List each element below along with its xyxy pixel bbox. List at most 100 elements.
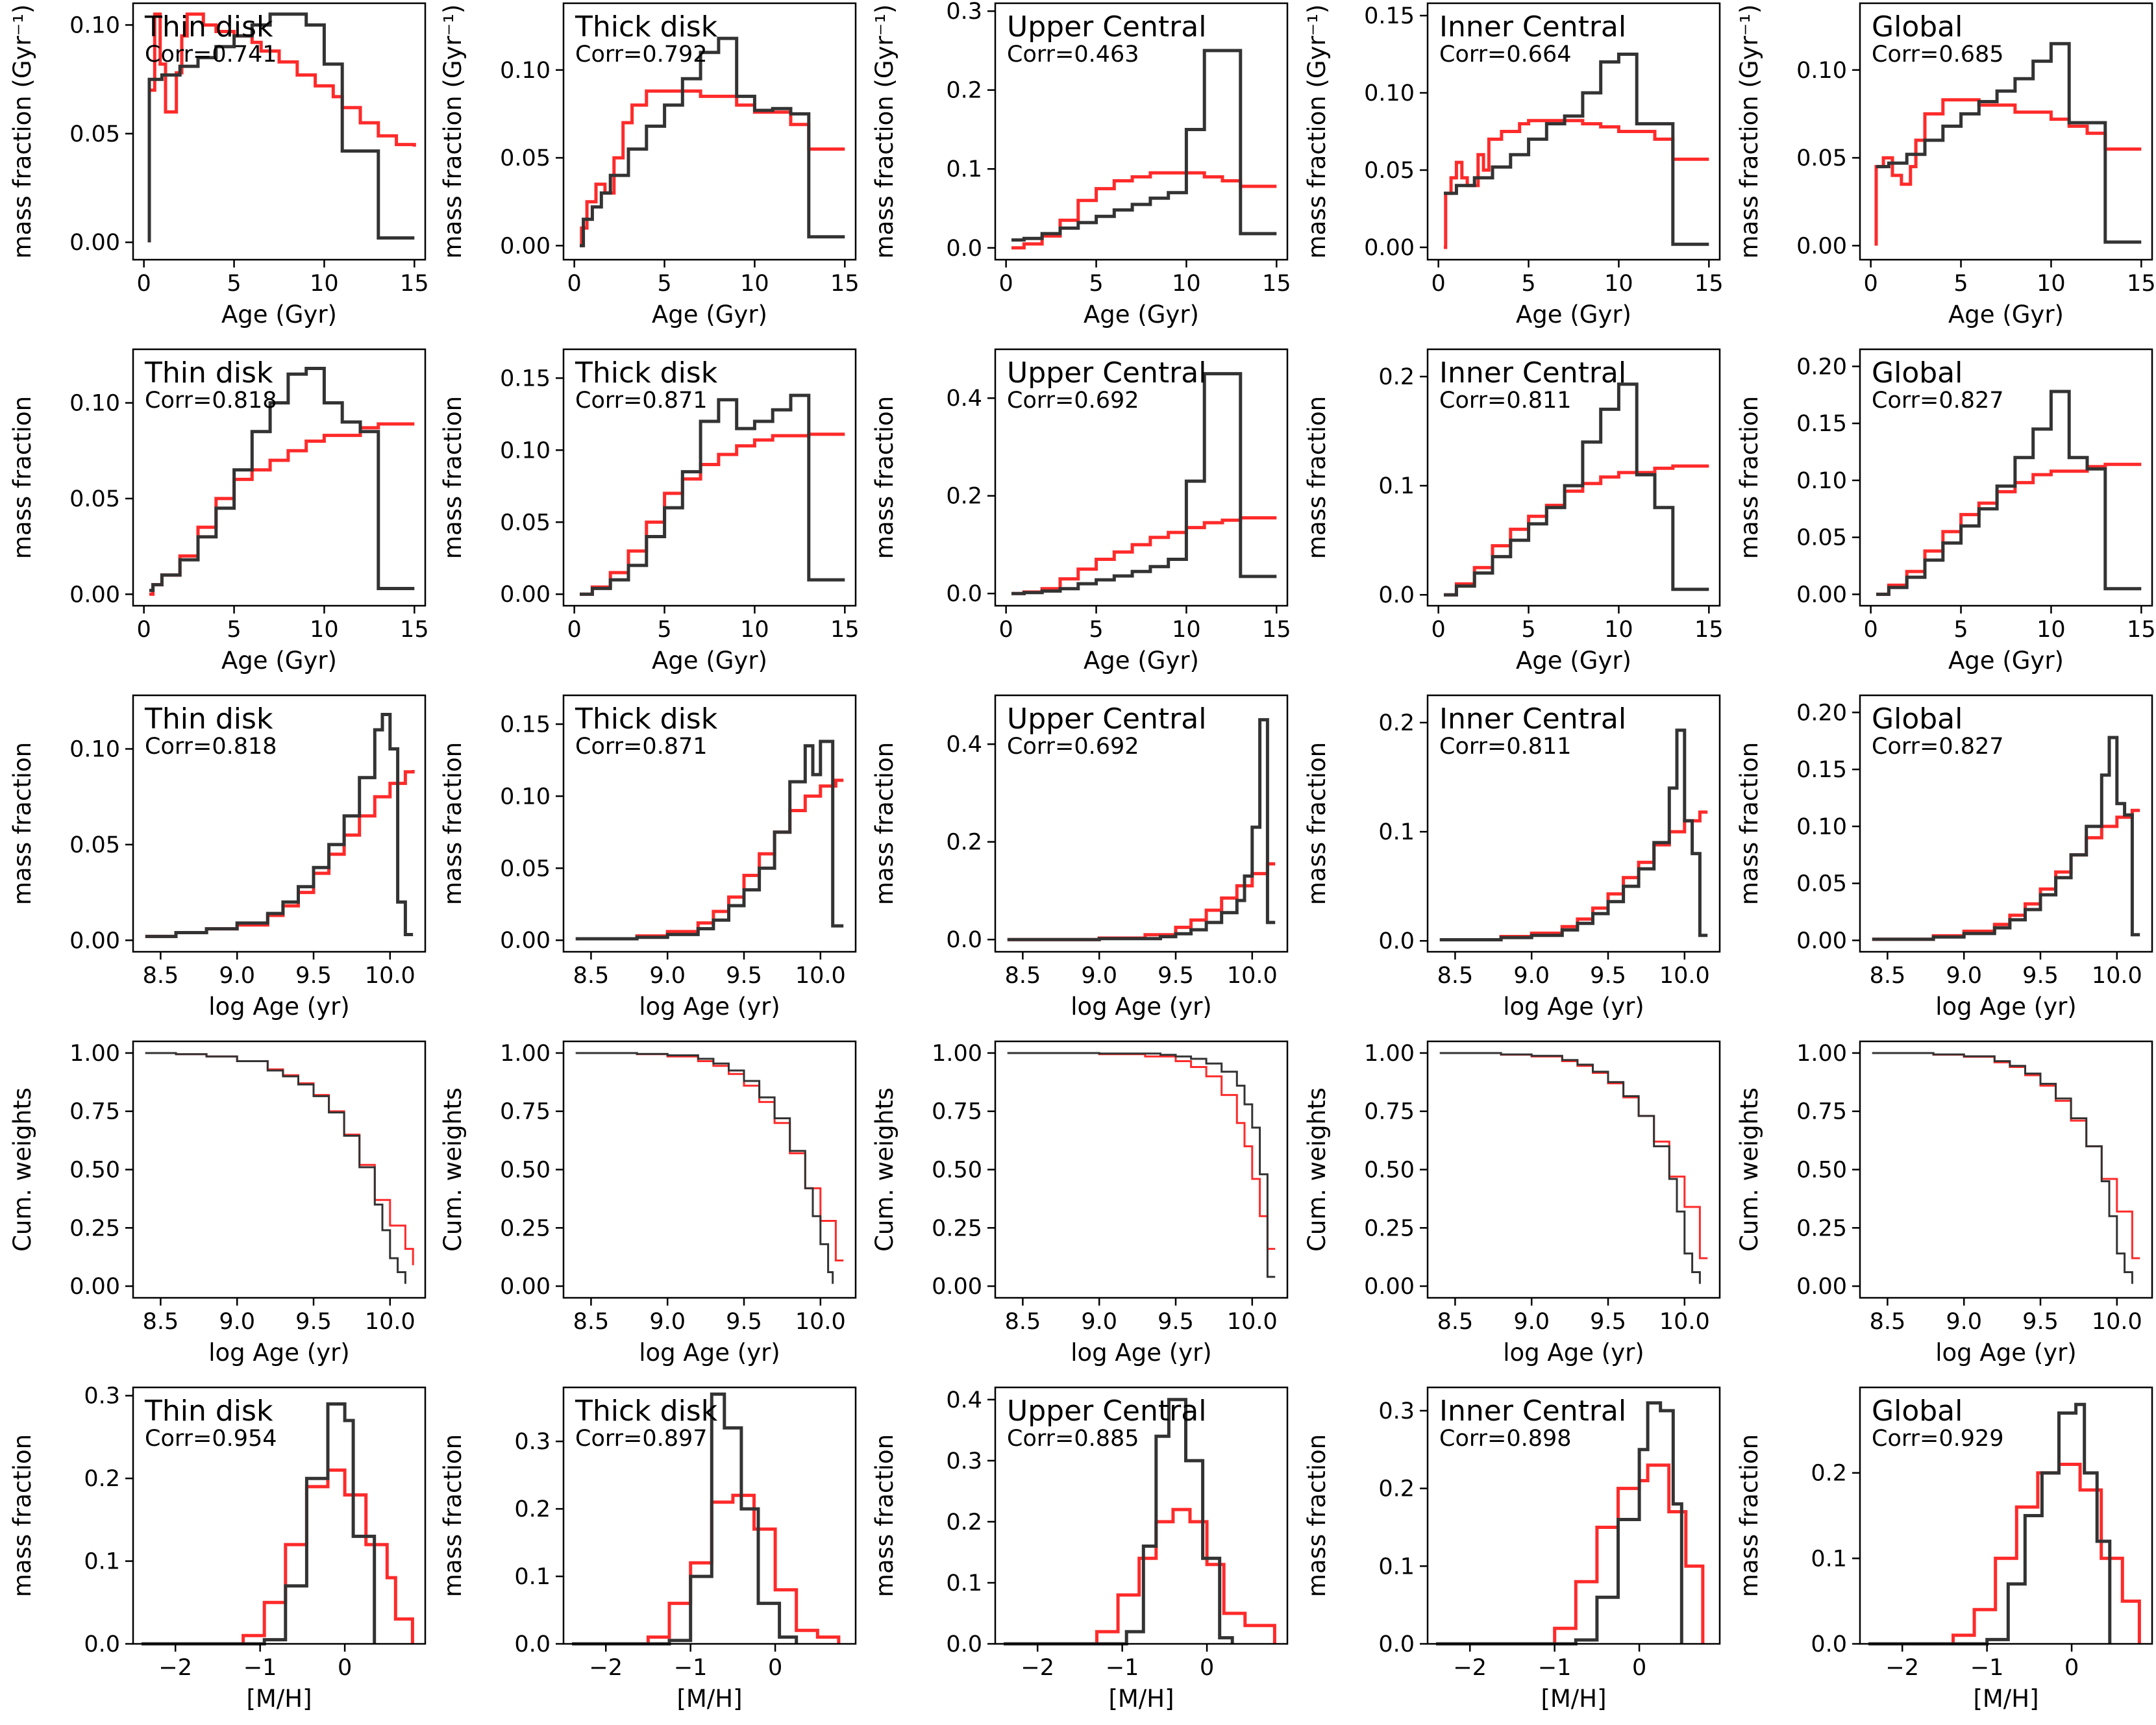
panel-title: Global	[1872, 702, 1963, 736]
y-tick-label: 0.05	[69, 832, 120, 858]
x-tick-label: 10	[740, 271, 769, 297]
x-tick-label: 10.0	[1659, 1309, 1710, 1335]
x-tick-label: 10	[740, 617, 769, 643]
x-axis-label: [M/H]	[1108, 1685, 1174, 1713]
y-tick-label: 0.1	[946, 156, 982, 182]
x-axis-label: Age (Gyr)	[652, 647, 767, 675]
subplot-r1-c2: 0 5 10 15 0.0 0.2 0.4 Age (Gyr) mass fraction Upp…	[871, 348, 1291, 675]
axes-frame	[1426, 694, 1721, 953]
axes-frame	[1859, 694, 2153, 953]
subplot-r4-c2: −2 −1 0 0.0 0.1 0.2 0.3 0.4 [M/H] mass fraction Up…	[871, 1386, 1289, 1713]
y-tick-label: 0.1	[1378, 819, 1415, 845]
y-tick-label: 0.00	[1796, 233, 1847, 259]
y-axis-label: mass fraction (Gyr⁻¹)	[871, 5, 898, 259]
series-red-line	[580, 89, 845, 247]
x-tick-label: 8.5	[143, 1309, 179, 1335]
corr-label: Corr=0.897	[575, 1426, 708, 1452]
y-tick-label: 0.4	[946, 732, 982, 758]
y-tick-label: 0.00	[500, 1274, 551, 1300]
x-tick-label: 15	[830, 617, 860, 643]
corr-label: Corr=0.792	[575, 42, 708, 68]
y-tick-label: 0.75	[932, 1099, 982, 1125]
subplot-r0-c0: 0 5 10 15 0.00 0.05 0.10 Age (Gyr) mass fraction…	[8, 2, 429, 329]
x-tick-label: 9.0	[1513, 963, 1550, 989]
x-tick-label: 10.0	[1659, 963, 1710, 989]
x-tick-label: −2	[158, 1655, 192, 1681]
panel-title: Global	[1872, 356, 1963, 390]
subplot-r3-c1: 8.5 9.0 9.5 10.0 0.00 0.25 0.50 0.75 1.00 log Age…	[439, 1040, 857, 1367]
axes-frame	[994, 1040, 1289, 1299]
series-black-line	[1876, 42, 2142, 244]
y-tick-label: 0.3	[84, 1384, 120, 1409]
corr-label: Corr=0.692	[1007, 734, 1139, 760]
series-black-line	[1444, 382, 1709, 597]
x-tick-label: 0	[768, 1655, 782, 1681]
panel-title: Inner Central	[1439, 702, 1626, 736]
x-axis-label: log Age (yr)	[1071, 1339, 1211, 1367]
y-tick-label: 0.50	[932, 1158, 982, 1184]
y-tick-label: 0.3	[946, 1448, 982, 1474]
y-tick-label: 0.00	[500, 582, 551, 608]
y-tick-label: 0.50	[1364, 1158, 1415, 1184]
x-tick-label: 15	[830, 271, 860, 297]
y-axis-label: mass fraction (Gyr⁻¹)	[1735, 5, 1763, 259]
series-black-line	[580, 36, 845, 247]
y-axis-label: mass fraction (Gyr⁻¹)	[439, 5, 467, 259]
x-tick-label: 9.5	[1158, 963, 1194, 989]
y-tick-label: 0.0	[1811, 1632, 1847, 1657]
y-tick-label: 0.2	[514, 1496, 551, 1522]
x-tick-label: 5	[657, 271, 671, 297]
panel-title: Upper Central	[1007, 702, 1206, 736]
y-axis-label: Cum. weights	[871, 1087, 898, 1252]
x-tick-label: 9.5	[726, 963, 762, 989]
x-tick-label: 9.0	[649, 963, 686, 989]
subplot-r0-c1: 0 5 10 15 0.00 0.05 0.10 Age (Gyr) mass fraction…	[439, 2, 860, 329]
y-axis-label: mass fraction	[1735, 1434, 1763, 1597]
x-axis-label: log Age (yr)	[208, 993, 349, 1021]
x-tick-label: 8.5	[573, 963, 610, 989]
y-tick-label: 0.15	[1796, 411, 1847, 437]
series-red-line	[1007, 862, 1276, 941]
y-tick-label: 0.3	[1378, 1398, 1415, 1424]
y-tick-label: 0.1	[946, 1570, 982, 1596]
axes-frame	[132, 694, 427, 953]
series-black-line	[1872, 1052, 2133, 1284]
series-black-line	[580, 393, 845, 596]
corr-label: Corr=0.898	[1439, 1426, 1572, 1452]
x-tick-label: 0	[1200, 1655, 1214, 1681]
y-tick-label: 0.3	[514, 1429, 551, 1455]
subplot-r3-c4: 8.5 9.0 9.5 10.0 0.00 0.25 0.50 0.75 1.00 log Age…	[1735, 1040, 2153, 1367]
series-black-line	[147, 12, 415, 243]
y-tick-label: 0.05	[69, 486, 120, 512]
y-tick-label: 0.10	[500, 784, 551, 810]
x-tick-label: 10	[1172, 271, 1201, 297]
x-tick-label: 0	[1864, 617, 1878, 643]
y-tick-label: 0.0	[514, 1632, 551, 1657]
x-axis-label: log Age (yr)	[1071, 993, 1211, 1021]
x-axis-label: log Age (yr)	[208, 1339, 349, 1367]
y-tick-label: 0.10	[69, 12, 120, 38]
panel-title: Global	[1872, 1395, 1963, 1428]
y-tick-label: 0.05	[1796, 871, 1847, 897]
axes-frame	[1426, 2, 1721, 261]
x-tick-label: 10	[1604, 617, 1633, 643]
subplot-r1-c1: 0 5 10 15 0.00 0.05 0.10 0.15 Age (Gyr) mass frac…	[439, 348, 860, 675]
y-tick-label: 1.00	[500, 1041, 551, 1067]
y-tick-label: 0.0	[946, 927, 982, 953]
y-tick-label: 0.2	[946, 78, 982, 104]
axes-frame	[132, 1386, 427, 1645]
x-tick-label: 10.0	[1227, 1309, 1278, 1335]
y-axis-label: mass fraction	[8, 396, 36, 559]
panel-title: Thin disk	[144, 10, 273, 43]
corr-label: Corr=0.685	[1872, 42, 2004, 68]
x-axis-label: Age (Gyr)	[1084, 647, 1199, 675]
y-tick-label: 0.1	[1378, 473, 1415, 499]
y-axis-label: Cum. weights	[439, 1087, 467, 1252]
y-axis-label: mass fraction (Gyr⁻¹)	[8, 5, 36, 259]
axes-frame	[562, 2, 857, 261]
y-axis-label: Cum. weights	[8, 1087, 36, 1252]
x-axis-label: [M/H]	[1973, 1685, 2038, 1713]
y-tick-label: 0.2	[84, 1466, 120, 1492]
y-tick-label: 0.50	[1796, 1158, 1847, 1184]
x-axis-label: Age (Gyr)	[1084, 301, 1199, 329]
